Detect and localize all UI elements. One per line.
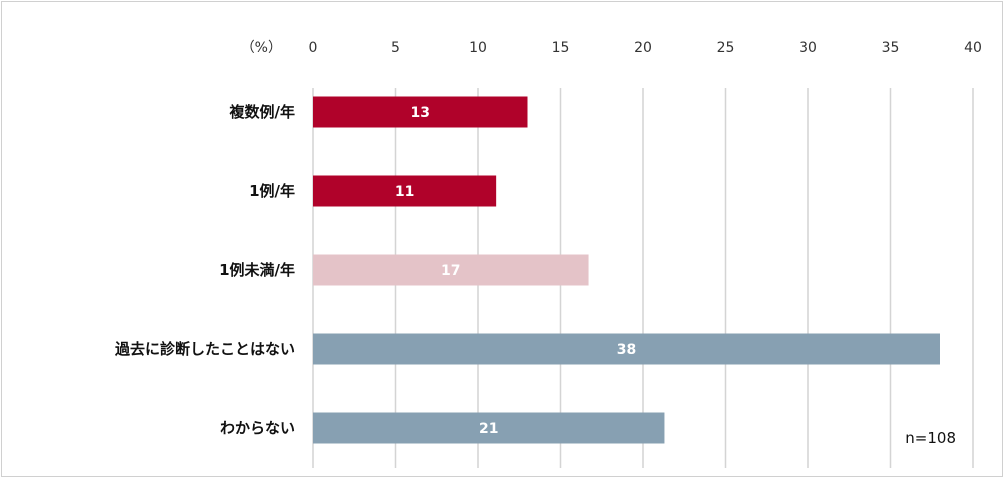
bar — [313, 333, 940, 365]
data-label: 38 — [617, 342, 636, 358]
category-label: 1例未満/年 — [219, 261, 295, 279]
bar — [313, 412, 665, 444]
x-tick-label: 10 — [469, 40, 487, 56]
category-label: 複数例/年 — [229, 103, 295, 121]
bar — [313, 96, 528, 128]
category-label: わからない — [220, 419, 295, 437]
x-tick-label: 30 — [799, 40, 817, 56]
sample-size-note: n=108 — [905, 429, 956, 447]
category-label: 1例/年 — [249, 182, 295, 200]
bar — [313, 254, 589, 286]
category-label: 過去に診断したことはない — [114, 340, 295, 358]
x-tick-label: 15 — [552, 40, 570, 56]
x-tick-label: 40 — [964, 40, 982, 56]
x-tick-label: 35 — [882, 40, 900, 56]
x-tick-label: 25 — [717, 40, 735, 56]
unit-label: （%） — [241, 40, 282, 56]
data-label: 11 — [395, 184, 414, 200]
x-tick-label: 5 — [391, 40, 400, 56]
x-tick-label: 0 — [309, 40, 318, 56]
x-tick-label: 20 — [634, 40, 652, 56]
data-label: 13 — [411, 105, 430, 121]
data-label: 17 — [441, 263, 460, 279]
data-label: 21 — [479, 421, 498, 437]
bar — [313, 175, 497, 207]
